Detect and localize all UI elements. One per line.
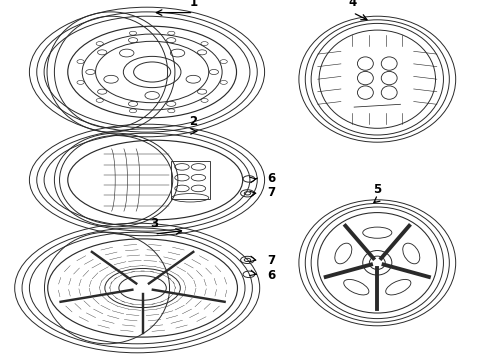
Text: 6: 6 xyxy=(267,269,275,282)
Text: 1: 1 xyxy=(190,0,197,9)
Bar xyxy=(171,161,210,199)
Text: 7: 7 xyxy=(267,186,275,199)
Text: 7: 7 xyxy=(267,255,275,267)
Text: 6: 6 xyxy=(267,172,275,185)
Text: 4: 4 xyxy=(349,0,357,9)
Text: 3: 3 xyxy=(150,217,158,230)
Text: 5: 5 xyxy=(373,183,381,196)
Text: 2: 2 xyxy=(190,115,197,128)
